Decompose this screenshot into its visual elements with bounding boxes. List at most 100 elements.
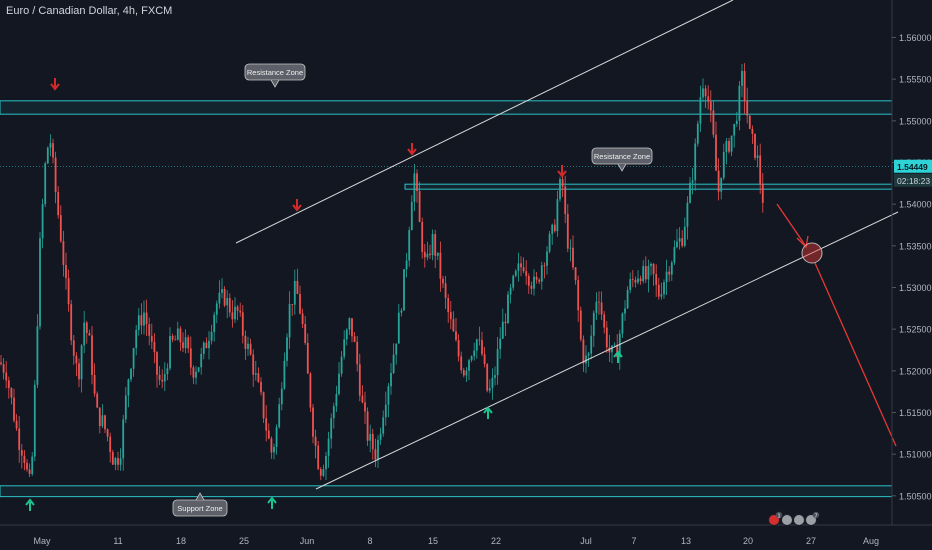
candle-body <box>377 439 379 460</box>
candle-body <box>10 388 13 398</box>
flag-icon[interactable] <box>781 514 793 526</box>
candle-body <box>41 204 44 239</box>
support-zone-callout: Support Zone <box>172 492 228 517</box>
candle-body <box>605 327 608 348</box>
candle-body <box>663 282 665 295</box>
candle-body <box>442 278 444 284</box>
candle-body <box>449 312 452 320</box>
candle-body <box>145 312 148 325</box>
candle-body <box>158 374 161 380</box>
candle-body <box>122 419 125 459</box>
candle-body <box>709 101 712 111</box>
x-axis: May 11 18 25 Jun 8 15 22 Jul 7 13 20 27 Aug <box>0 524 932 546</box>
candle-body <box>553 224 556 232</box>
candle-body <box>395 343 398 355</box>
candle-body <box>470 356 473 361</box>
candle-body <box>468 360 470 371</box>
candle-body <box>416 173 418 192</box>
candle-body <box>569 247 572 249</box>
candle-body <box>150 335 153 342</box>
candle-body <box>33 384 36 457</box>
candle-body <box>176 328 179 340</box>
candle-body <box>527 275 530 286</box>
candle-body <box>143 312 145 326</box>
candle-body <box>720 177 723 192</box>
candle-body <box>236 306 239 311</box>
candle-body <box>561 179 564 187</box>
candle-body <box>436 252 439 256</box>
candle-body <box>670 262 673 275</box>
candle-body <box>335 394 338 407</box>
candle-body <box>587 353 590 356</box>
candle-body <box>626 289 629 309</box>
candle-body <box>704 88 707 97</box>
resistance-zone-top <box>0 100 893 115</box>
candle-body <box>522 267 525 272</box>
arrow-up-icon <box>25 498 35 511</box>
candle-body <box>501 321 504 339</box>
candle-body <box>504 321 507 324</box>
candle-body <box>88 333 91 336</box>
y-tick-label: 1.54000 <box>899 200 932 210</box>
callout-label: Resistance Zone <box>247 68 303 77</box>
candle-body <box>130 368 132 380</box>
candle-body <box>23 455 26 463</box>
candle-body <box>72 340 75 356</box>
candle-body <box>15 420 18 429</box>
candle-body <box>509 287 512 295</box>
candle-body <box>213 314 216 332</box>
candle-body <box>169 336 171 369</box>
candle-body <box>44 163 47 205</box>
badge <box>775 511 783 519</box>
candle-body <box>228 298 231 313</box>
candle-body <box>533 276 535 289</box>
candle-body <box>374 449 377 460</box>
x-tick-label: 22 <box>491 536 501 546</box>
candle-body <box>106 429 109 437</box>
candle-body <box>356 341 359 365</box>
projection-line <box>776 203 806 246</box>
countdown-label: 02:18:23 <box>894 173 932 187</box>
candle-body <box>507 294 509 324</box>
candle-body <box>478 339 481 341</box>
candle-body <box>57 192 60 216</box>
candle-body <box>371 433 374 450</box>
candle-body <box>738 85 741 121</box>
candle-body <box>83 322 86 346</box>
candle-body <box>7 380 10 389</box>
flag-icon[interactable] <box>793 514 805 526</box>
candle-body <box>192 367 195 378</box>
candle-body <box>288 304 291 338</box>
candle-body <box>572 247 574 268</box>
candle-body <box>182 342 184 349</box>
candle-body <box>252 354 255 375</box>
candle-body <box>525 271 528 276</box>
candle-body <box>189 348 192 368</box>
candle-body <box>369 433 372 441</box>
candle-body <box>585 355 587 364</box>
last-price-box <box>894 159 932 173</box>
candle-body <box>215 303 218 315</box>
resistance-zone-callout: Resistance Zone <box>591 147 653 172</box>
candle-body <box>592 312 595 336</box>
candle-body <box>756 155 759 158</box>
arrow-head <box>407 148 417 156</box>
candle-body <box>431 234 434 256</box>
candle-body <box>278 404 281 428</box>
candle-body <box>184 337 187 349</box>
candle-body <box>249 343 252 355</box>
candle-body <box>548 233 551 252</box>
candle-body <box>439 252 442 279</box>
candle-body <box>686 202 689 227</box>
candle-body <box>260 381 262 393</box>
arrow-head <box>557 170 567 178</box>
candle-body <box>330 418 333 439</box>
candle-body <box>421 221 424 252</box>
callout-label: Resistance Zone <box>594 152 650 161</box>
candle-body <box>319 469 322 476</box>
candle-body <box>208 340 210 349</box>
badge <box>812 511 820 519</box>
y-tick-label: 1.56000 <box>899 33 932 43</box>
x-tick-label: 8 <box>367 536 372 546</box>
